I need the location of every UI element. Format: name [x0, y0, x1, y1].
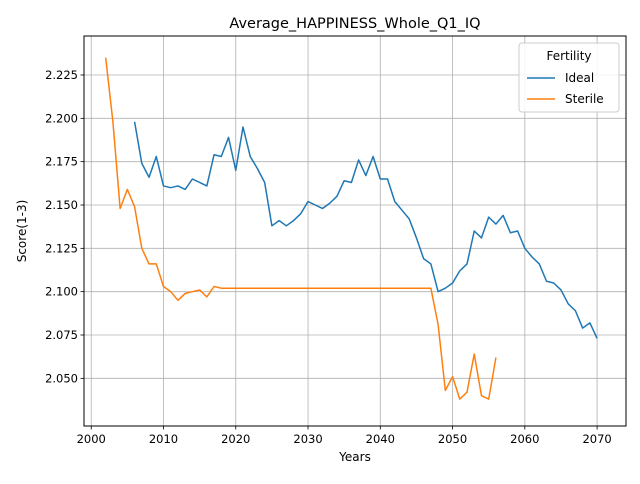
series-lines [104, 57, 598, 400]
series-line-ideal [133, 121, 598, 339]
x-tick-label: 2030 [293, 432, 322, 446]
y-tick-label: 2.225 [45, 68, 78, 82]
grid [84, 36, 626, 426]
x-tick-label: 2070 [582, 432, 611, 446]
series-line-sterile [104, 57, 497, 400]
y-tick-label: 2.125 [45, 241, 78, 255]
y-tick-label: 2.050 [45, 371, 78, 385]
legend-entries: Ideal Sterile [527, 71, 604, 106]
legend: Fertility Ideal Sterile [518, 42, 620, 113]
axis-ticks: 2000 2010 2020 2030 2040 2050 2060 2070 2.050 2.0… [45, 68, 612, 446]
y-axis-label: Score(1-3) [15, 200, 29, 263]
x-tick-label: 2060 [510, 432, 539, 446]
legend-title: Fertility [546, 49, 591, 63]
legend-label-sterile: Sterile [565, 92, 604, 106]
x-axis-label: Years [338, 450, 371, 464]
x-tick-label: 2020 [221, 432, 250, 446]
y-tick-label: 2.150 [45, 198, 78, 212]
legend-box [518, 42, 620, 113]
y-tick-label: 2.175 [45, 155, 78, 169]
x-tick-label: 2010 [149, 432, 178, 446]
plot-frame [83, 35, 627, 427]
y-tick-label: 2.200 [45, 111, 78, 125]
x-tick-label: 2000 [77, 432, 106, 446]
x-tick-label: 2040 [366, 432, 395, 446]
legend-label-ideal: Ideal [565, 71, 594, 85]
y-tick-label: 2.075 [45, 328, 78, 342]
y-tick-label: 2.100 [45, 285, 78, 299]
x-tick-label: 2050 [438, 432, 467, 446]
chart-title: Average_HAPPINESS_Whole_Q1_IQ [229, 16, 480, 32]
